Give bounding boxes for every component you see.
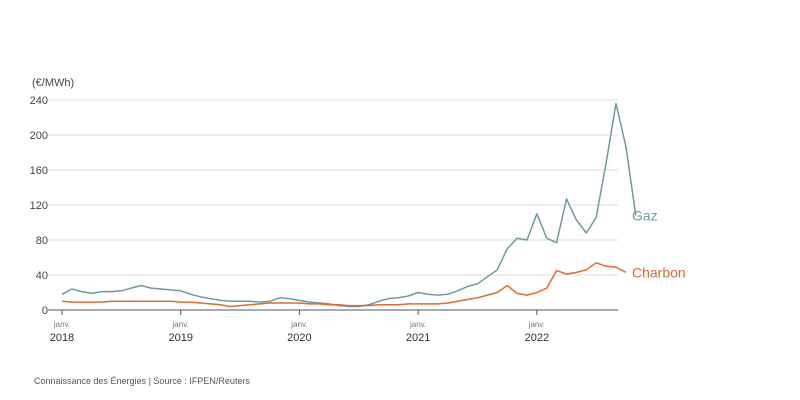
y-tick-label: 240 xyxy=(30,95,48,107)
y-axis-unit-label: (€/MWh) xyxy=(32,77,74,89)
x-tick-year-label: 2020 xyxy=(287,332,311,344)
x-tick-month-label: janv. xyxy=(53,320,70,329)
series-line-charbon xyxy=(61,262,627,308)
grid-lines xyxy=(48,99,618,311)
x-tick-month-label: janv. xyxy=(172,320,189,329)
x-tick-year-label: 2022 xyxy=(525,332,549,344)
x-tick-year-label: 2019 xyxy=(168,332,192,344)
y-axis-ticks: 0 40 80 120 160 200 240 xyxy=(30,95,48,317)
series-line-gaz xyxy=(61,102,637,308)
y-tick-label: 160 xyxy=(30,165,48,177)
x-axis-ticks: janv. 2018 janv. 2019 janv. 2020 janv. 2021 janv… xyxy=(50,310,549,344)
y-tick-label: 40 xyxy=(36,270,48,282)
x-tick-month-label: janv. xyxy=(528,320,545,329)
y-tick-label: 80 xyxy=(36,235,48,247)
source-note: Connaissance des Énergies | Source : IFP… xyxy=(34,376,250,386)
x-tick-year-label: 2021 xyxy=(406,332,430,344)
x-tick-month-label: janv. xyxy=(290,320,307,329)
series-labels: Gaz Charbon xyxy=(632,208,686,281)
y-tick-label: 0 xyxy=(42,305,48,317)
y-tick-label: 200 xyxy=(30,130,48,142)
series-label-charbon: Charbon xyxy=(632,264,686,280)
x-tick-month-label: janv. xyxy=(409,320,426,329)
x-tick-year-label: 2018 xyxy=(50,332,74,344)
series-label-gaz: Gaz xyxy=(632,208,658,224)
series-lines xyxy=(61,102,637,308)
y-tick-label: 120 xyxy=(30,200,48,212)
